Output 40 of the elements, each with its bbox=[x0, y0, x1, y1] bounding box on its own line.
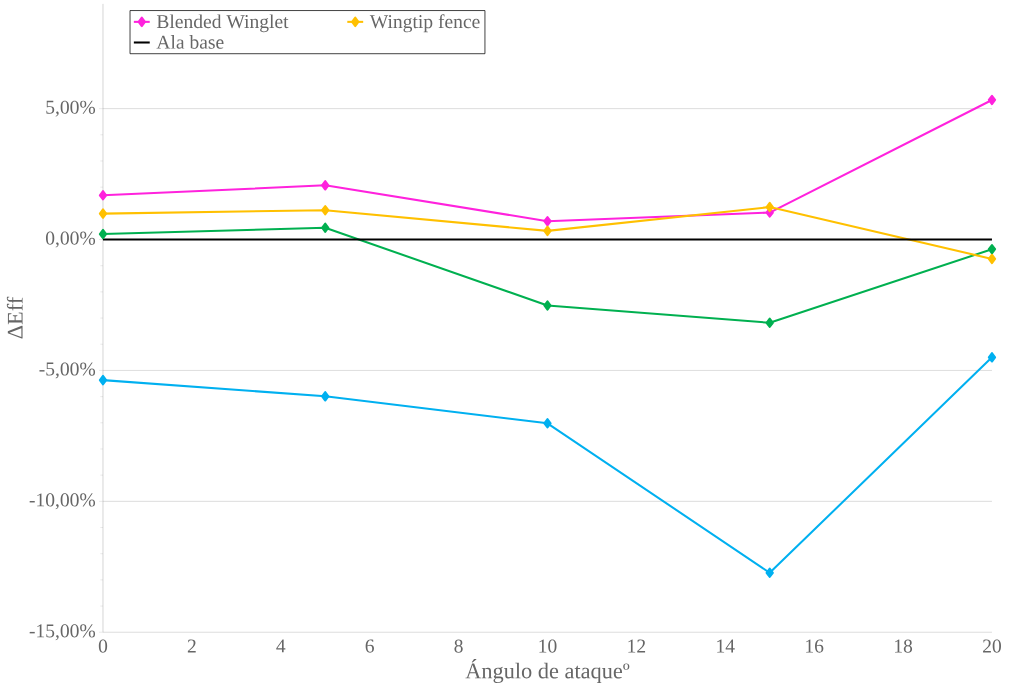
point bbox=[98, 208, 108, 219]
x-tick-label: 20 bbox=[983, 639, 1001, 653]
point bbox=[765, 567, 774, 579]
point bbox=[543, 216, 552, 227]
x-tick-label: 10 bbox=[539, 639, 557, 653]
point bbox=[987, 244, 997, 255]
x-tick-label: 0 bbox=[98, 639, 108, 653]
y-tick-label: -5,00% bbox=[39, 362, 96, 379]
y-tick-label: -10,00% bbox=[29, 493, 96, 510]
y-tick-label: -15,00% bbox=[29, 624, 96, 641]
point bbox=[321, 222, 330, 234]
x-tick-label: 2 bbox=[187, 639, 196, 653]
y-tick-label: 5,00% bbox=[46, 100, 96, 117]
legend-label: Blended Winglet bbox=[156, 14, 289, 33]
x-tick-label: 16 bbox=[806, 639, 824, 653]
x-tick-label: 4 bbox=[276, 639, 286, 653]
point bbox=[98, 190, 108, 201]
x-tick-label: 14 bbox=[717, 639, 735, 653]
point bbox=[765, 201, 774, 213]
x-tick-label: 12 bbox=[628, 639, 646, 653]
point bbox=[987, 94, 997, 106]
y-axis-title: ΔEff bbox=[6, 296, 23, 339]
point bbox=[543, 225, 552, 237]
legend-label: Ala base bbox=[156, 35, 224, 49]
point bbox=[98, 228, 108, 240]
x-tick-label: 18 bbox=[895, 639, 913, 653]
y-tick-label: 0,00% bbox=[45, 231, 96, 248]
x-tick-label: 8 bbox=[454, 639, 463, 653]
point bbox=[321, 180, 330, 191]
point bbox=[765, 317, 774, 329]
point bbox=[321, 205, 330, 216]
point bbox=[987, 352, 997, 363]
legend-label: Wingtip fence bbox=[369, 14, 480, 33]
point bbox=[321, 391, 330, 402]
point bbox=[98, 374, 108, 386]
x-axis-title: Ángulo de ataqueº bbox=[465, 659, 630, 684]
x-tick-label: 6 bbox=[365, 639, 374, 653]
point bbox=[543, 300, 552, 311]
point bbox=[987, 253, 997, 265]
point bbox=[543, 418, 552, 429]
